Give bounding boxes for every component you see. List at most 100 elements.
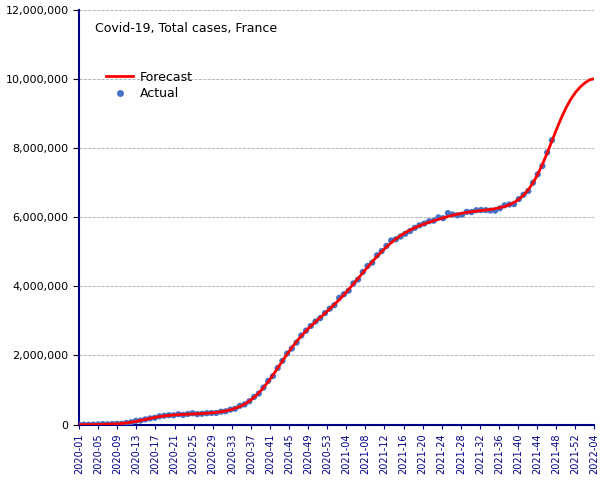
- Actual: [202, 409, 212, 417]
- Forecast: [227, 407, 234, 413]
- Actual: [244, 397, 254, 405]
- Actual: [500, 202, 509, 209]
- Actual: [211, 409, 221, 417]
- Actual: [197, 410, 207, 418]
- Actual: [486, 207, 495, 215]
- Actual: [169, 411, 178, 419]
- Actual: [495, 204, 505, 212]
- Actual: [490, 207, 500, 215]
- Forecast: [439, 215, 446, 221]
- Actual: [273, 364, 283, 372]
- Actual: [103, 420, 113, 428]
- Actual: [249, 393, 259, 401]
- Actual: [174, 410, 183, 418]
- Actual: [509, 200, 519, 208]
- Actual: [505, 201, 514, 208]
- Actual: [358, 268, 368, 276]
- Actual: [405, 227, 415, 235]
- Actual: [188, 409, 197, 417]
- Actual: [348, 279, 358, 287]
- Actual: [150, 414, 160, 421]
- Actual: [476, 206, 486, 214]
- Actual: [335, 294, 344, 302]
- Actual: [315, 314, 325, 322]
- Actual: [382, 242, 391, 250]
- Actual: [254, 390, 264, 397]
- Actual: [216, 408, 226, 416]
- Actual: [292, 339, 301, 347]
- Actual: [320, 309, 330, 317]
- Actual: [448, 211, 457, 218]
- Forecast: [577, 84, 584, 90]
- Actual: [310, 318, 320, 325]
- Actual: [438, 215, 448, 222]
- Actual: [278, 357, 287, 365]
- Actual: [306, 322, 316, 330]
- Forecast: [326, 306, 333, 312]
- Text: Covid-19, Total cases, France: Covid-19, Total cases, France: [94, 22, 276, 35]
- Actual: [353, 276, 363, 283]
- Actual: [462, 208, 472, 216]
- Actual: [301, 327, 311, 335]
- Actual: [533, 170, 543, 178]
- Forecast: [591, 76, 598, 82]
- Actual: [523, 187, 533, 195]
- Actual: [538, 162, 548, 170]
- Actual: [457, 211, 467, 218]
- Actual: [372, 252, 382, 259]
- Actual: [226, 406, 235, 413]
- Actual: [330, 301, 339, 309]
- Actual: [178, 411, 188, 419]
- Actual: [140, 416, 150, 423]
- Actual: [98, 420, 108, 428]
- Actual: [466, 208, 476, 216]
- Actual: [192, 410, 202, 418]
- Actual: [296, 332, 306, 339]
- Actual: [231, 405, 240, 412]
- Actual: [155, 412, 165, 420]
- Actual: [424, 217, 434, 225]
- Actual: [283, 350, 292, 358]
- Actual: [235, 402, 244, 410]
- Actual: [131, 417, 141, 425]
- Actual: [117, 420, 126, 428]
- Actual: [88, 421, 98, 429]
- Actual: [434, 214, 443, 221]
- Actual: [145, 415, 155, 422]
- Actual: [391, 235, 401, 243]
- Actual: [259, 384, 269, 391]
- Actual: [325, 305, 335, 312]
- Actual: [107, 420, 117, 428]
- Actual: [410, 224, 420, 232]
- Actual: [518, 191, 528, 199]
- Actual: [419, 220, 429, 228]
- Actual: [377, 247, 387, 255]
- Actual: [362, 262, 372, 270]
- Actual: [481, 206, 491, 214]
- Actual: [83, 421, 93, 429]
- Actual: [112, 420, 122, 428]
- Actual: [542, 149, 552, 156]
- Actual: [387, 237, 396, 244]
- Actual: [136, 417, 145, 424]
- Actual: [453, 212, 462, 219]
- Actual: [414, 221, 424, 229]
- Actual: [183, 410, 192, 418]
- Actual: [401, 230, 410, 238]
- Actual: [93, 420, 103, 428]
- Actual: [396, 233, 405, 240]
- Actual: [207, 409, 217, 417]
- Actual: [126, 419, 136, 426]
- Actual: [159, 412, 169, 420]
- Actual: [122, 419, 131, 427]
- Actual: [221, 408, 231, 415]
- Legend: Forecast, Actual: Forecast, Actual: [101, 66, 198, 106]
- Actual: [443, 209, 453, 217]
- Actual: [74, 421, 84, 429]
- Actual: [287, 345, 296, 352]
- Actual: [429, 217, 439, 225]
- Forecast: [558, 115, 565, 120]
- Actual: [547, 136, 557, 144]
- Actual: [367, 259, 377, 266]
- Forecast: [76, 422, 83, 428]
